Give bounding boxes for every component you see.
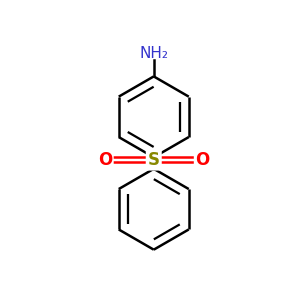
Text: S: S: [148, 151, 160, 169]
Text: NH₂: NH₂: [139, 46, 168, 61]
Text: O: O: [98, 151, 112, 169]
Text: O: O: [195, 151, 209, 169]
